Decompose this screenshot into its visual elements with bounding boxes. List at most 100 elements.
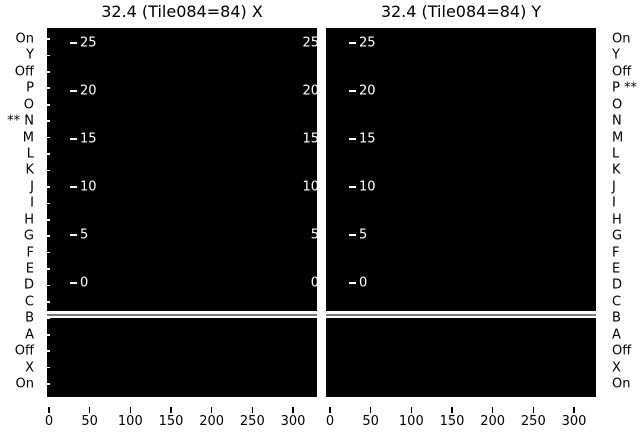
row-label-right: H — [612, 212, 622, 227]
row-label-text: Off — [612, 343, 632, 359]
x-tick-mark — [88, 407, 91, 413]
x-tick-mark — [129, 407, 132, 413]
row-tick-mark — [47, 301, 50, 303]
x-tick-mark — [369, 407, 372, 413]
y-tick-label: 15 — [359, 131, 376, 147]
x-tick-label: 300 — [280, 414, 306, 429]
x-tick-label: 50 — [81, 414, 98, 429]
row-label-text: K — [25, 162, 34, 178]
row-label-text: N — [24, 113, 34, 129]
row-tick-mark — [47, 218, 50, 221]
row-label-left: D — [24, 278, 34, 293]
row-label-right: Off — [612, 64, 631, 79]
row-label-right: F — [612, 245, 619, 260]
x-tick-label: 100 — [117, 414, 143, 429]
row-label-right: Off — [612, 344, 631, 359]
row-labels-left: On Y Off P O ** N M L K J I H G F E D C B A Off X On — [0, 0, 36, 440]
row-label-left: F — [27, 245, 34, 260]
row-label-text: C — [612, 294, 622, 310]
row-tick-mark — [47, 284, 50, 287]
y-tick-mark — [70, 234, 77, 236]
row-label-right: L — [612, 147, 619, 162]
x-tick-label: 0 — [325, 414, 335, 429]
row-tick-mark — [47, 54, 50, 57]
x-tick-label: 250 — [520, 414, 546, 429]
row-label-right: B — [612, 311, 621, 326]
row-label-text: B — [25, 310, 34, 326]
row-label-left: P — [26, 81, 34, 96]
row-tick-mark — [47, 153, 50, 155]
row-label-text: F — [26, 245, 34, 261]
row-tick-mark — [47, 251, 50, 254]
row-label-text: On — [15, 376, 34, 392]
x-tick-label: 100 — [398, 414, 424, 429]
row-tick-mark — [47, 136, 50, 139]
row-label-text: On — [15, 31, 34, 47]
row-label-text: G — [612, 228, 623, 244]
row-tick-mark — [47, 186, 50, 188]
x-tick-mark — [410, 407, 413, 413]
row-label-text: A — [25, 327, 34, 343]
row-tick-mark — [47, 169, 50, 172]
panel-divider-gap — [47, 311, 317, 318]
row-label-text: D — [23, 277, 34, 293]
row-label-text: On — [612, 31, 631, 47]
row-label-left: M — [23, 130, 34, 145]
row-label-text: H — [612, 212, 622, 228]
row-label-right: O — [612, 97, 622, 112]
row-label-text: P — [26, 80, 34, 96]
row-tick-mark — [47, 383, 50, 385]
y-tick-mark — [349, 282, 356, 284]
x-tick-label: 150 — [158, 414, 184, 429]
row-label-left: E — [26, 262, 34, 277]
row-label-left: X — [25, 360, 34, 375]
row-label-left: J — [30, 179, 34, 194]
x-tick-label: 200 — [199, 414, 225, 429]
row-tick-mark — [47, 87, 50, 90]
left-panel-title: 32.4 (Tile084=84) X — [101, 2, 263, 21]
row-label-text: X — [612, 360, 621, 376]
row-label-text: M — [22, 130, 34, 146]
row-label-text: L — [612, 146, 620, 162]
row-label-text: G — [23, 228, 34, 244]
row-label-text: D — [612, 277, 623, 293]
x-tick-mark — [451, 407, 453, 413]
row-label-left: L — [27, 147, 34, 162]
row-label-text: X — [25, 360, 34, 376]
row-label-text: H — [24, 212, 34, 228]
y-tick-mark — [70, 138, 77, 140]
row-label-text: N — [612, 113, 622, 129]
row-label-right: D — [612, 278, 622, 293]
y-tick-label: 0 — [80, 275, 89, 291]
row-label-text: Y — [612, 47, 620, 63]
row-label-text: J — [30, 179, 34, 195]
row-label-text: I — [612, 195, 616, 211]
row-label-text: C — [24, 294, 34, 310]
row-label-text: A — [612, 327, 621, 343]
y-tick-label: 20 — [80, 83, 97, 99]
x-tick-mark — [292, 407, 294, 413]
x-tick-mark — [170, 407, 172, 413]
y-tick-label-right-clipped: 0 — [310, 275, 317, 291]
y-tick-label-right-clipped: 10 — [302, 179, 317, 195]
row-label-right: A — [612, 327, 621, 342]
x-tick-label: 200 — [480, 414, 506, 429]
panel-divider-gap — [326, 311, 596, 318]
row-label-right: J — [612, 179, 616, 194]
row-tick-mark — [47, 71, 50, 73]
row-tick-mark — [47, 103, 50, 106]
x-tick-mark — [210, 407, 213, 413]
row-tick-mark — [47, 317, 50, 320]
row-label-text: L — [26, 146, 34, 162]
right-panel-title: 32.4 (Tile084=84) Y — [380, 2, 542, 21]
row-label-text: Off — [14, 343, 34, 359]
y-tick-label: 20 — [359, 83, 376, 99]
y-tick-mark — [349, 90, 356, 92]
row-label-left: B — [25, 311, 34, 326]
x-tick-label: 0 — [44, 414, 54, 429]
row-label-right: P ** — [612, 81, 637, 96]
x-tick-mark — [491, 407, 494, 413]
row-tick-mark — [47, 350, 50, 352]
row-label-left: Off — [15, 344, 34, 359]
